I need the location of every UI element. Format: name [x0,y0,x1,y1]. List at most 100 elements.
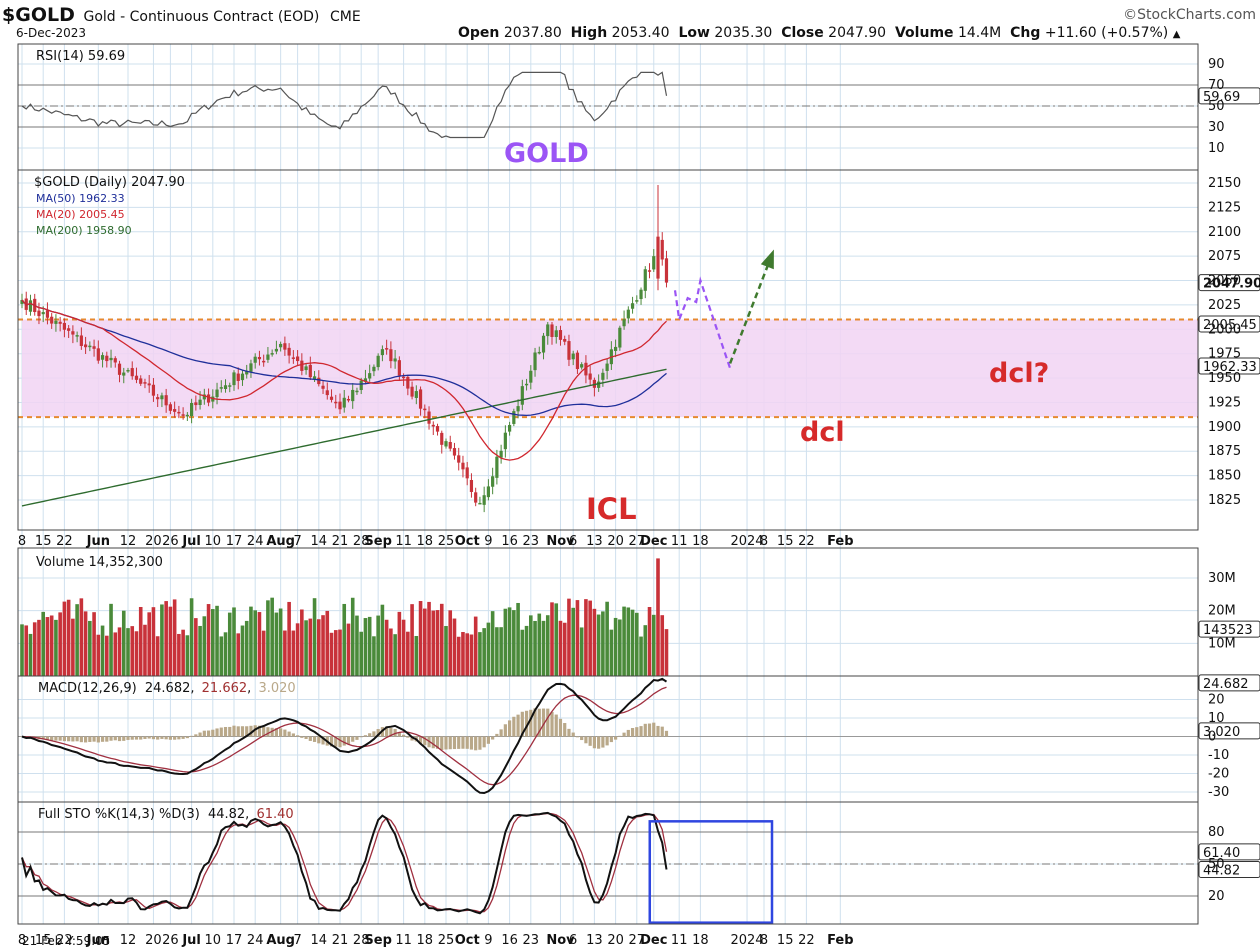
x-tick-label-bottom: 22 [798,933,815,948]
macd-hist-bar [215,728,219,737]
volume-bar [588,600,592,676]
volume-bar [168,606,173,676]
price-tick-label: 2050 [1208,274,1241,289]
macd-hist-bar [198,732,202,737]
consolidation-band [22,319,1198,418]
candle-body [423,408,427,411]
volume-bar [529,615,533,676]
macd-hist-bar [520,711,524,737]
value-tag-box [1198,87,1260,105]
macd-hist-bar [486,736,490,744]
candle-body [181,414,185,416]
collapse-up-icon[interactable]: ▲ [1172,29,1181,40]
candle-body [88,345,92,348]
macd-hist-bar [524,710,529,737]
candle-body [173,409,177,412]
candle-body [558,330,563,340]
candle-body [223,385,228,390]
x-tick-label-bottom: 8 [760,933,768,948]
brand[interactable]: ©StockCharts.com [1123,7,1256,23]
volume-bar [656,558,660,676]
volume-bar [554,603,559,676]
macd-hist-bar [554,714,558,737]
macd-hist-bar [609,736,613,743]
x-tick-label: Jun [86,534,110,549]
x-tick-label: 8 [760,534,768,549]
sto-tick-label: 20 [1208,889,1225,904]
volume-bar [164,601,168,676]
macd-hist-bar [249,725,253,737]
volume-bar [105,635,109,676]
volume-bar [215,605,219,676]
volume-bar [160,604,164,676]
candle-body [321,385,325,389]
candle-body [435,426,440,432]
volume-bar [372,636,376,676]
volume-bar [283,630,287,676]
candle-body [190,402,194,417]
candle-body [126,369,130,372]
candle-body [588,373,592,380]
value-tag-box [1198,674,1260,692]
x-tick-label-bottom: 15 [777,933,794,948]
macd-hist-bar [406,736,410,738]
macd-hist-bar [50,736,54,741]
panel-frame [17,801,1199,925]
volume-bar [350,597,355,676]
candle-body [359,380,363,391]
candle-body [389,349,393,362]
macd-hist-bar [558,718,563,737]
candle-body [508,424,512,432]
candle-body [54,320,58,324]
candle-body [287,347,291,356]
macd-hist-bar [664,730,669,737]
macd-hist-bar [211,729,215,737]
macd-hist-bar [359,736,363,738]
volume-bar [397,611,402,676]
candle-body [105,355,109,362]
candle-body [474,492,478,503]
candle-body [656,236,660,279]
macd-hist-bar [317,736,321,744]
volume-bar [469,634,474,676]
candle-body [96,348,100,361]
macd-hist-bar [516,714,520,737]
candle-body [156,397,160,400]
ma50-value-tag: 1962.33 [1203,360,1257,375]
sto-legend-d: 61.40 [256,807,293,822]
macd-hist-bar [279,728,283,737]
x-tick-label: Sep [364,534,392,549]
macd-hist-bar [541,708,546,737]
x-tick-label-bottom: Dec [640,933,667,948]
volume-bar [189,598,194,676]
volume-bar [452,618,457,676]
macd-hist-bar [418,736,423,744]
x-tick-label: 14 [311,534,328,549]
sto-tick-label: 80 [1208,825,1225,840]
x-tick-label: 15 [35,534,52,549]
macd-hist-bar [228,726,232,737]
x-tick-label-bottom: 26 [162,933,179,948]
candle-body [486,486,490,498]
x-tick-label-bottom: 16 [501,933,518,948]
candle-body [202,394,206,400]
value-tag-box [1198,620,1260,638]
volume-bar [423,608,427,676]
volume-bar [32,622,37,676]
volume-bar [143,624,147,676]
macd-legend-name: MACD(12,26,9) [38,681,137,696]
candle-body [198,399,202,405]
candle-body [457,455,461,463]
price-tick-label: 2125 [1208,200,1241,215]
x-tick-label-bottom: 2024 [730,933,763,948]
ma20-line [21,299,667,461]
x-tick-label: 6 [569,534,577,549]
candle-body [279,343,283,348]
macd-hist-bar [334,736,338,747]
candle-body [410,386,414,397]
macd-hist-bar [117,736,122,742]
volume-bar [520,629,525,676]
open-label: Open [458,25,500,41]
price-tick-label: 2100 [1208,225,1241,240]
